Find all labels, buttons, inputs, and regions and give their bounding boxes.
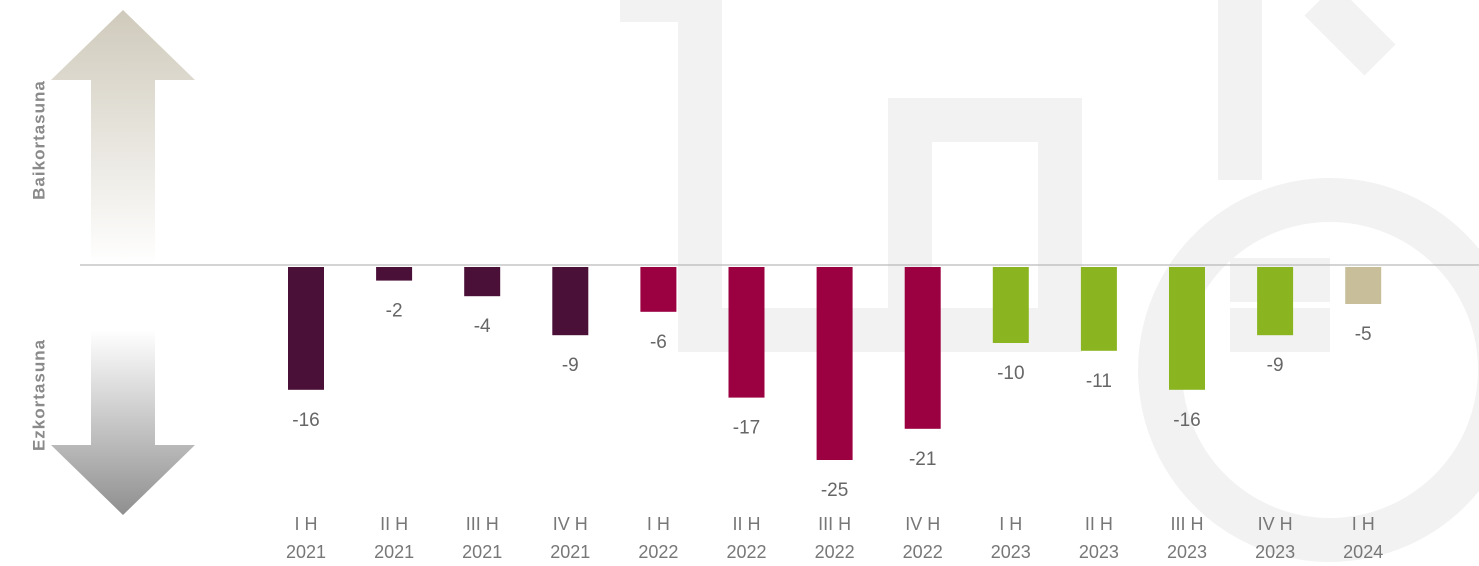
- x-tick-label: II H: [380, 514, 408, 534]
- x-tick-label: 2022: [638, 542, 678, 562]
- x-tick-label: 2024: [1343, 542, 1383, 562]
- bar: [904, 267, 941, 429]
- x-tick-label: 2021: [374, 542, 414, 562]
- x-tick-label: I H: [647, 514, 670, 534]
- x-tick-label: 2023: [1255, 542, 1295, 562]
- value-label: -16: [1173, 410, 1200, 431]
- positive-label: Baikortasuna: [29, 80, 48, 200]
- x-tick-label: II H: [1085, 514, 1113, 534]
- x-tick-label: IV H: [905, 514, 940, 534]
- x-tick-label: 2023: [991, 542, 1031, 562]
- value-label: -17: [733, 418, 760, 439]
- x-tick-label: IV H: [553, 514, 588, 534]
- bar: [1169, 267, 1205, 390]
- positive-arrow: [51, 10, 195, 265]
- bar: [992, 267, 1029, 343]
- x-tick-label: 2022: [815, 542, 855, 562]
- x-tick-label: IV H: [1258, 514, 1293, 534]
- bar: [1257, 267, 1294, 336]
- x-tick-label: III H: [466, 514, 499, 534]
- x-tick-label: II H: [732, 514, 760, 534]
- value-label: -25: [821, 480, 848, 501]
- bar: [376, 267, 413, 281]
- value-label: -16: [292, 410, 319, 431]
- value-label: -9: [1267, 355, 1284, 376]
- value-label: -2: [386, 301, 403, 322]
- bar: [552, 267, 589, 336]
- x-tick-label: 2023: [1079, 542, 1119, 562]
- value-label: -5: [1355, 324, 1372, 345]
- x-tick-label: 2022: [903, 542, 943, 562]
- bar: [640, 267, 677, 312]
- x-tick-label: 2021: [286, 542, 326, 562]
- x-tick-label: 2022: [726, 542, 766, 562]
- value-label: -4: [474, 316, 491, 337]
- x-tick-label: III H: [1170, 514, 1203, 534]
- value-label: -6: [650, 332, 667, 353]
- bar: [816, 267, 853, 460]
- bar: [1080, 267, 1117, 351]
- value-label: -9: [562, 355, 579, 376]
- negative-label: Ezkortasuna: [29, 339, 48, 451]
- x-tick-label: 2023: [1167, 542, 1207, 562]
- bar: [288, 267, 324, 390]
- bar: [464, 267, 501, 297]
- x-tick-label: I H: [999, 514, 1022, 534]
- value-label: -21: [909, 449, 936, 470]
- bar: [728, 267, 765, 398]
- x-tick-label: I H: [294, 514, 317, 534]
- x-tick-label: I H: [1352, 514, 1375, 534]
- value-label: -10: [997, 363, 1024, 384]
- bar: [1345, 267, 1382, 304]
- negative-arrow: [51, 330, 195, 515]
- value-label: -11: [1086, 371, 1112, 392]
- x-tick-label: 2021: [462, 542, 502, 562]
- x-tick-label: III H: [818, 514, 851, 534]
- x-tick-label: 2021: [550, 542, 590, 562]
